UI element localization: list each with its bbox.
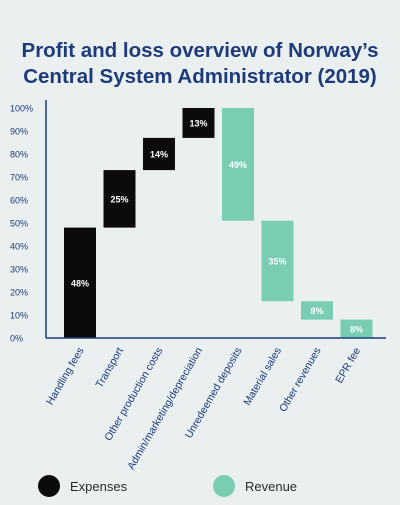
y-tick-label: 30% [10, 265, 28, 275]
bar-admin-marketing-depreciation [182, 108, 215, 138]
bar-value-label: 8% [310, 306, 323, 316]
legend-swatch-revenue [213, 475, 235, 497]
chart-axes [45, 100, 386, 339]
chart-title-line-1: Profit and loss overview of Norway’s [21, 39, 379, 62]
y-tick-label: 40% [10, 242, 28, 252]
y-tick-label: 80% [10, 150, 28, 160]
legend-label-revenue: Revenue [245, 478, 298, 494]
bar-unredeemed-deposits [222, 108, 254, 221]
chart-title-line-2: Central System Administrator (2019) [23, 65, 377, 88]
bar-value-label: 35% [268, 256, 286, 266]
legend-swatch-expenses [38, 475, 60, 497]
bar-value-label: 48% [71, 278, 89, 288]
y-tick-label: 60% [10, 196, 28, 206]
bar-value-label: 25% [110, 194, 128, 204]
y-tick-label: 70% [10, 173, 28, 183]
bar-material-sales [261, 220, 294, 302]
x-tick-label: Transport [93, 345, 126, 390]
x-tick-label: Material sales [241, 346, 284, 408]
legend-item-expenses: Expenses [38, 474, 127, 498]
chart-title: Profit and loss overview of Norway’s Cen… [0, 38, 400, 90]
bar-other-production-costs [143, 137, 175, 171]
x-tick-label: Handling fees [44, 346, 87, 408]
bar-value-label: 49% [229, 160, 247, 170]
y-axis-tick-labels: 0% 10% 20% 30% 40% 50% 60% 70% 80% 90% 100% [10, 104, 33, 344]
bar-value-label: 13% [189, 118, 207, 128]
chart-bar-labels: 48% 25% 14% 13% 49% 35% 8% 8% [71, 118, 363, 334]
x-tick-label: EPR fee [333, 345, 363, 385]
bar-value-label: 14% [150, 150, 168, 160]
chart-bars [64, 108, 373, 338]
y-tick-label: 50% [10, 219, 28, 229]
legend-label-expenses: Expenses [70, 478, 128, 494]
y-tick-label: 100% [10, 104, 33, 114]
y-tick-label: 10% [10, 311, 28, 321]
bar-value-label: 8% [350, 324, 363, 334]
y-tick-label: 0% [10, 334, 23, 344]
legend-item-revenue: Revenue [213, 474, 297, 498]
bar-handling-fees [64, 227, 96, 338]
bar-transport [103, 170, 136, 228]
y-tick-label: 20% [10, 288, 28, 298]
bar-epr-fee [340, 319, 373, 338]
x-tick-label: Other revenues [277, 346, 324, 415]
y-tick-label: 90% [10, 127, 28, 137]
x-tick-label: Admin/marketing/depreciation [125, 345, 205, 471]
bar-other-revenues [301, 301, 333, 320]
